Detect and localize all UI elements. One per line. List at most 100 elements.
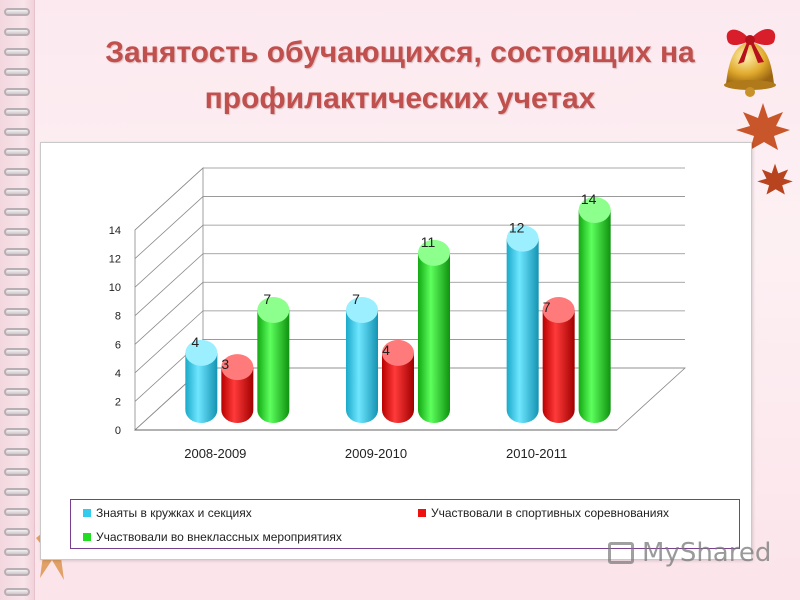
bar-body xyxy=(578,210,611,424)
maple-leaf-icon xyxy=(736,103,790,150)
y-tick-label: 4 xyxy=(115,368,121,380)
bar-body xyxy=(418,252,450,423)
bar-top xyxy=(382,339,414,366)
notebook-ring xyxy=(4,8,30,16)
bar-top xyxy=(221,354,254,381)
chart-labels: 0 2 4 6 8 10 12 14 2008-2009 4 3 7 2009-2010 7 4 11 2010… xyxy=(109,191,597,461)
bar-1-1 xyxy=(382,339,414,423)
bar-body xyxy=(382,352,414,423)
notebook-ring xyxy=(4,348,30,356)
notebook-ring xyxy=(4,588,30,596)
y-tick-label: 14 xyxy=(109,225,121,237)
notebook-ring xyxy=(4,148,30,156)
data-label: 7 xyxy=(352,291,360,307)
notebook-ring xyxy=(4,388,30,396)
bell-with-bow-icon xyxy=(724,28,776,97)
notebook-ring xyxy=(4,228,30,236)
bar-0-1 xyxy=(221,354,254,424)
notebook-spine xyxy=(0,0,35,600)
notebook-ring xyxy=(4,368,30,376)
notebook-ring xyxy=(4,428,30,436)
notebook-ring xyxy=(4,288,30,296)
bar-top xyxy=(257,297,290,323)
x-tick-label: 2010-2011 xyxy=(506,446,567,461)
notebook-ring xyxy=(4,548,30,556)
watermark: MyShared xyxy=(608,538,771,568)
bar-body xyxy=(221,367,254,424)
gridline xyxy=(134,167,685,231)
slide-title-line-1: Занятость обучающихся, состоящих на xyxy=(105,36,695,69)
notebook-ring xyxy=(4,188,30,196)
bar-top xyxy=(418,239,450,266)
legend-label-1: Участвовали в спортивных соревнованиях xyxy=(431,506,669,520)
bar-top xyxy=(578,197,611,223)
data-label: 4 xyxy=(191,334,199,350)
y-tick-label: 6 xyxy=(115,339,121,351)
legend-swatch-cyan xyxy=(83,509,91,517)
bar-1-2 xyxy=(418,239,450,423)
bar-body xyxy=(506,238,539,424)
notebook-ring xyxy=(4,28,30,36)
notebook-ring xyxy=(4,568,30,576)
watermark-text: MyShared xyxy=(642,538,772,568)
y-tick-label: 8 xyxy=(115,311,121,323)
legend-swatch-green xyxy=(83,533,91,541)
data-label: 4 xyxy=(382,342,390,358)
notebook-ring xyxy=(4,508,30,516)
bar-body xyxy=(185,352,218,424)
legend-swatch-red xyxy=(418,509,426,517)
legend-label-0: Знаяты в кружках и секциях xyxy=(96,506,252,520)
notebook-ring xyxy=(4,328,30,336)
bar-top xyxy=(346,297,378,323)
bar-body xyxy=(257,310,290,424)
y-tick-label: 12 xyxy=(109,254,121,266)
notebook-ring xyxy=(4,308,30,316)
presentation-board-icon xyxy=(608,542,634,564)
legend-item-1: Участвовали в спортивных соревнованиях xyxy=(418,506,669,520)
data-label: 7 xyxy=(263,291,271,307)
chart-bars xyxy=(185,197,611,424)
notebook-ring xyxy=(4,528,30,536)
legend-item-2: Участвовали во внеклассных мероприятиях xyxy=(83,530,342,544)
legend-item-0: Знаяты в кружках и секциях xyxy=(83,506,252,520)
notebook-ring xyxy=(4,208,30,216)
notebook-ring xyxy=(4,408,30,416)
notebook-ring xyxy=(4,248,30,256)
notebook-ring xyxy=(4,168,30,176)
bar-0-2 xyxy=(257,297,290,424)
bar-top xyxy=(542,297,575,323)
bar-body xyxy=(346,310,378,423)
notebook-ring xyxy=(4,68,30,76)
bar-2-0 xyxy=(506,225,539,424)
chart-legend: Знаяты в кружках и секциях Участвовали в… xyxy=(70,499,740,549)
notebook-ring xyxy=(4,468,30,476)
notebook-ring xyxy=(4,88,30,96)
bar-0-0 xyxy=(185,339,218,424)
notebook-ring xyxy=(4,128,30,136)
notebook-ring xyxy=(4,48,30,56)
y-tick-label: 2 xyxy=(115,396,121,408)
data-label: 14 xyxy=(581,191,597,207)
y-tick-label: 0 xyxy=(115,425,121,437)
notebook-ring xyxy=(4,108,30,116)
data-label: 12 xyxy=(509,220,525,236)
slide-title: Занятость обучающихся, состоящих на проф… xyxy=(40,30,760,122)
notebook-ring xyxy=(4,448,30,456)
bar-2-2 xyxy=(578,197,611,424)
bar-top xyxy=(506,225,539,252)
bar-1-0 xyxy=(346,297,378,423)
notebook-ring xyxy=(4,488,30,496)
x-tick-label: 2008-2009 xyxy=(184,446,246,461)
data-label: 3 xyxy=(221,356,229,372)
y-tick-label: 10 xyxy=(109,282,121,294)
x-tick-label: 2009-2010 xyxy=(345,446,407,461)
maple-leaf-icon xyxy=(757,163,793,195)
data-label: 11 xyxy=(421,234,436,250)
gridline xyxy=(134,224,685,288)
slide-title-line-2: профилактических учетах xyxy=(204,82,596,115)
bar-top xyxy=(185,339,218,366)
bar-2-1 xyxy=(542,297,575,424)
notebook-ring xyxy=(4,268,30,276)
gridline xyxy=(134,196,685,259)
